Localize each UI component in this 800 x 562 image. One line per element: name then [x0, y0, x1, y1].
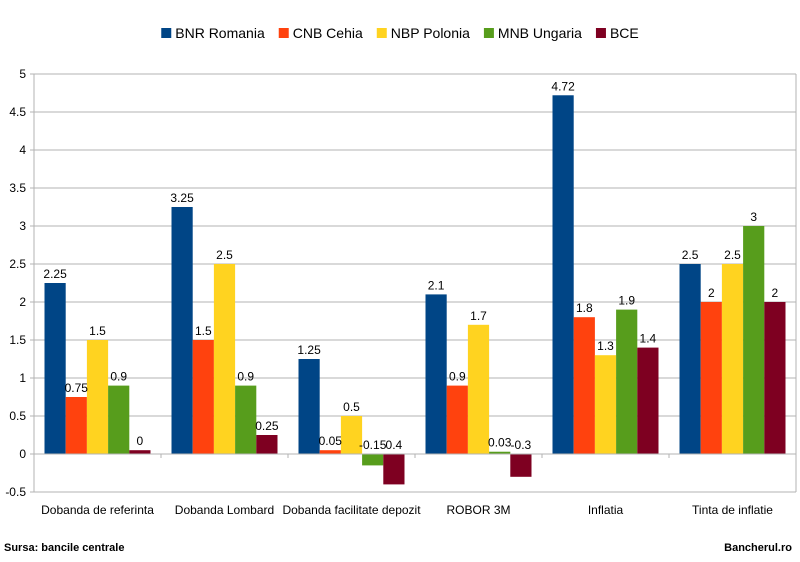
- legend-swatch: [595, 28, 606, 38]
- data-label: 1.25: [297, 343, 321, 357]
- data-label: -0.3: [511, 438, 532, 452]
- y-tick-label: 4.5: [9, 105, 26, 119]
- y-tick-label: 0: [19, 447, 26, 461]
- y-tick-label: 3.5: [9, 181, 26, 195]
- data-label: 1.8: [576, 301, 593, 315]
- legend-entry: BCE: [610, 25, 639, 41]
- bar: [679, 264, 701, 454]
- bar: [86, 340, 109, 454]
- legend-swatch: [278, 28, 289, 38]
- bar: [44, 283, 66, 454]
- y-tick-label: 5: [19, 67, 26, 81]
- y-tick-label: 2.5: [9, 257, 26, 271]
- data-label: 2.1: [428, 278, 445, 292]
- legend-swatch: [161, 28, 172, 38]
- x-tick-label: Dobanda facilitate depozit: [282, 503, 421, 517]
- bar: [721, 264, 744, 454]
- data-label: 0.75: [65, 381, 89, 395]
- bar: [743, 226, 765, 454]
- data-label: 1.4: [640, 332, 657, 346]
- data-label: 1.9: [618, 294, 635, 308]
- bar: [700, 302, 722, 454]
- legend-entry: CNB Cehia: [293, 25, 363, 41]
- y-tick-label: 0.5: [9, 409, 26, 423]
- bar: [256, 435, 278, 454]
- data-label: 0.25: [255, 419, 279, 433]
- y-tick-label: 1: [19, 371, 26, 385]
- y-tick-label: 4: [19, 143, 26, 157]
- x-tick-label: ROBOR 3M: [446, 503, 510, 517]
- bar: [213, 264, 236, 454]
- bar: [129, 450, 151, 454]
- data-label: 0.05: [319, 434, 343, 448]
- bar: [65, 397, 87, 454]
- data-label: 3.25: [170, 191, 194, 205]
- data-label: 2.5: [724, 248, 741, 262]
- data-label: 2.25: [43, 267, 67, 281]
- x-tick-label: Inflatia: [588, 503, 624, 517]
- data-label: 1.5: [89, 324, 106, 338]
- data-label: 0.4: [386, 438, 403, 452]
- legend-entry: MNB Ungaria: [498, 25, 582, 41]
- y-axis: -0.5 0 0.5 1 1.5 2 2.5 3 3.5 4 4.5 5: [5, 67, 797, 499]
- bar: [108, 385, 130, 454]
- y-tick-label: 1.5: [9, 333, 26, 347]
- data-label: 2: [708, 286, 715, 300]
- bar: [298, 359, 320, 454]
- x-tick-label: Tinta de inflatie: [692, 503, 773, 517]
- source-note: Sursa: bancile centrale: [4, 542, 125, 554]
- bar: [467, 324, 490, 454]
- data-label: 4.72: [551, 79, 575, 93]
- bar: [383, 454, 405, 485]
- y-tick-label: -0.5: [5, 485, 26, 499]
- bar: [340, 416, 363, 454]
- data-label: 0.9: [237, 370, 254, 384]
- bar: [573, 317, 595, 454]
- bar: [594, 355, 617, 454]
- data-label: 3: [750, 210, 757, 224]
- value-labels: 2.25 3.25 1.25 2.1 4.72 2.5 0.75 1.5 0.05 0.9 1.8 2…: [43, 79, 778, 452]
- bar: [637, 347, 659, 454]
- x-tick-label: Dobanda Lombard: [175, 503, 274, 517]
- bar: [510, 454, 532, 477]
- brand-label: Bancherul.ro: [724, 542, 792, 554]
- legend-swatch: [483, 28, 494, 38]
- data-label: 2.5: [216, 248, 233, 262]
- data-label: 0: [137, 434, 144, 448]
- data-label: -0.15: [359, 438, 387, 452]
- data-label: 0.5: [343, 400, 360, 414]
- data-label: 0.03: [488, 436, 512, 450]
- data-label: 1.7: [470, 309, 487, 323]
- data-label: 0.9: [449, 370, 466, 384]
- bar: [446, 385, 468, 454]
- bars: [44, 95, 786, 485]
- legend: BNR Romania CNB Cehia NBP Polonia MNB Ungar…: [161, 25, 639, 41]
- x-tick-label: Dobanda de referinta: [41, 503, 154, 517]
- data-label: 1.3: [597, 339, 614, 353]
- data-label: 0.9: [110, 370, 127, 384]
- y-tick-label: 3: [19, 219, 26, 233]
- bar: [171, 207, 193, 454]
- legend-entry: BNR Romania: [175, 25, 265, 41]
- bar: [235, 385, 257, 454]
- y-tick-label: 2: [19, 295, 26, 309]
- x-axis: Dobanda de referinta Dobanda Lombard Doban…: [33, 453, 797, 517]
- data-label: 2: [772, 286, 779, 300]
- legend-swatch: [376, 28, 387, 38]
- bar-chart: -0.500.511.522.533.544.55 2.253.251.252.…: [5, 25, 797, 517]
- bar: [425, 294, 447, 454]
- bar: [552, 95, 574, 454]
- bar: [362, 454, 384, 466]
- legend-entry: NBP Polonia: [391, 25, 470, 41]
- bar: [192, 340, 214, 454]
- bar: [489, 451, 511, 454]
- data-label: 2.5: [682, 248, 699, 262]
- bar: [764, 302, 786, 454]
- bar: [616, 309, 638, 454]
- bar: [319, 450, 341, 454]
- data-label: 1.5: [195, 324, 212, 338]
